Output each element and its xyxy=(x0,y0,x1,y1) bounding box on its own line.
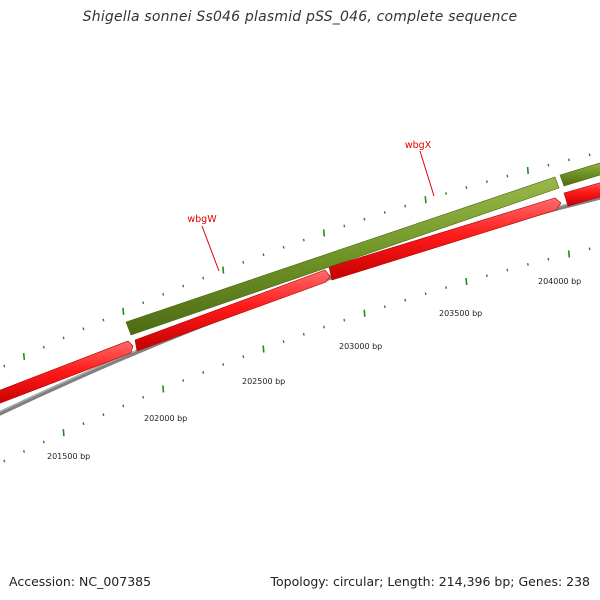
scale-label: 203500 bp xyxy=(439,309,482,318)
gene-leader-line xyxy=(419,150,435,197)
minor-tick xyxy=(404,298,407,302)
minor-tick xyxy=(445,192,447,195)
minor-tick xyxy=(383,211,386,214)
minor-tick xyxy=(404,204,407,208)
minor-tick xyxy=(547,257,550,261)
minor-tick xyxy=(3,459,6,463)
reverse-feature-2 xyxy=(134,269,331,352)
major-tick xyxy=(222,266,225,274)
forward-feature-wbgW-wbgX xyxy=(125,176,560,336)
minor-tick xyxy=(343,224,346,228)
minor-tick xyxy=(142,395,145,399)
gene-label-wbgX: wbgX xyxy=(405,140,435,197)
reverse-feature-4 xyxy=(563,182,600,207)
major-tick xyxy=(567,250,571,258)
major-tick xyxy=(62,429,65,437)
minor-tick xyxy=(182,284,185,288)
minor-tick xyxy=(242,355,245,359)
minor-tick xyxy=(506,174,509,178)
minor-tick xyxy=(82,422,85,426)
minor-tick xyxy=(282,340,285,343)
minor-tick xyxy=(182,379,185,382)
minor-tick xyxy=(102,413,105,417)
minor-tick xyxy=(122,404,125,408)
plasmid-backbone xyxy=(0,195,600,416)
minor-tick xyxy=(302,332,305,336)
minor-tick xyxy=(23,450,25,453)
minor-tick xyxy=(42,440,45,444)
inner-tick-marks xyxy=(3,247,591,463)
minor-tick xyxy=(588,247,591,251)
minor-tick xyxy=(202,276,205,280)
minor-tick xyxy=(383,305,386,309)
major-tick xyxy=(262,345,265,353)
minor-tick xyxy=(568,158,570,162)
major-tick xyxy=(526,166,529,175)
minor-tick xyxy=(485,274,488,278)
gene-label-text: wbgW xyxy=(187,214,217,225)
minor-tick xyxy=(445,286,447,289)
minor-tick xyxy=(222,363,225,366)
map-title: Shigella sonnei Ss046 plasmid pSS_046, c… xyxy=(82,9,518,25)
forward-strand-features xyxy=(125,162,600,336)
minor-tick xyxy=(282,245,285,249)
gene-leader-line xyxy=(201,225,220,272)
minor-tick xyxy=(62,336,65,340)
minor-tick xyxy=(485,180,488,184)
major-tick xyxy=(465,278,468,286)
forward-feature-next xyxy=(559,162,600,187)
reverse-feature-1 xyxy=(0,340,134,404)
minor-tick xyxy=(506,268,509,272)
major-tick xyxy=(363,309,366,317)
scale-label: 202000 bp xyxy=(144,414,187,423)
backbone-highlight xyxy=(0,195,600,413)
minor-tick xyxy=(526,263,529,266)
gene-label-wbgW: wbgW xyxy=(187,214,220,272)
reverse-feature-3 xyxy=(328,197,562,281)
major-tick xyxy=(122,307,125,315)
outer-tick-marks xyxy=(3,153,591,368)
minor-tick xyxy=(363,217,366,221)
minor-tick xyxy=(465,186,468,189)
scale-label: 204000 bp xyxy=(538,277,581,286)
minor-tick xyxy=(262,253,265,257)
minor-tick xyxy=(3,364,6,368)
minor-tick xyxy=(202,371,205,374)
gene-label-text: wbgX xyxy=(405,140,432,151)
minor-tick xyxy=(588,153,591,157)
minor-tick xyxy=(102,318,105,322)
major-tick xyxy=(162,385,165,393)
minor-tick xyxy=(302,238,305,242)
minor-tick xyxy=(82,327,85,331)
scale-label: 201500 bp xyxy=(47,452,90,461)
minor-tick xyxy=(424,292,427,296)
minor-tick xyxy=(547,163,550,167)
major-tick xyxy=(424,196,427,204)
minor-tick xyxy=(42,345,45,349)
sequence-summary-text: Topology: circular; Length: 214,396 bp; … xyxy=(270,574,591,589)
minor-tick xyxy=(242,260,245,264)
scale-labels: 201500 bp 202000 bp 202500 bp 203000 bp … xyxy=(47,277,581,461)
scale-label: 203000 bp xyxy=(339,342,382,351)
minor-tick xyxy=(343,318,346,322)
scale-label: 202500 bp xyxy=(242,377,285,386)
minor-tick xyxy=(323,325,325,329)
major-tick xyxy=(322,229,326,237)
minor-tick xyxy=(162,292,165,296)
accession-text: Accession: NC_007385 xyxy=(9,574,152,589)
reverse-strand-features xyxy=(0,182,600,404)
minor-tick xyxy=(142,301,145,305)
major-tick xyxy=(22,352,26,361)
